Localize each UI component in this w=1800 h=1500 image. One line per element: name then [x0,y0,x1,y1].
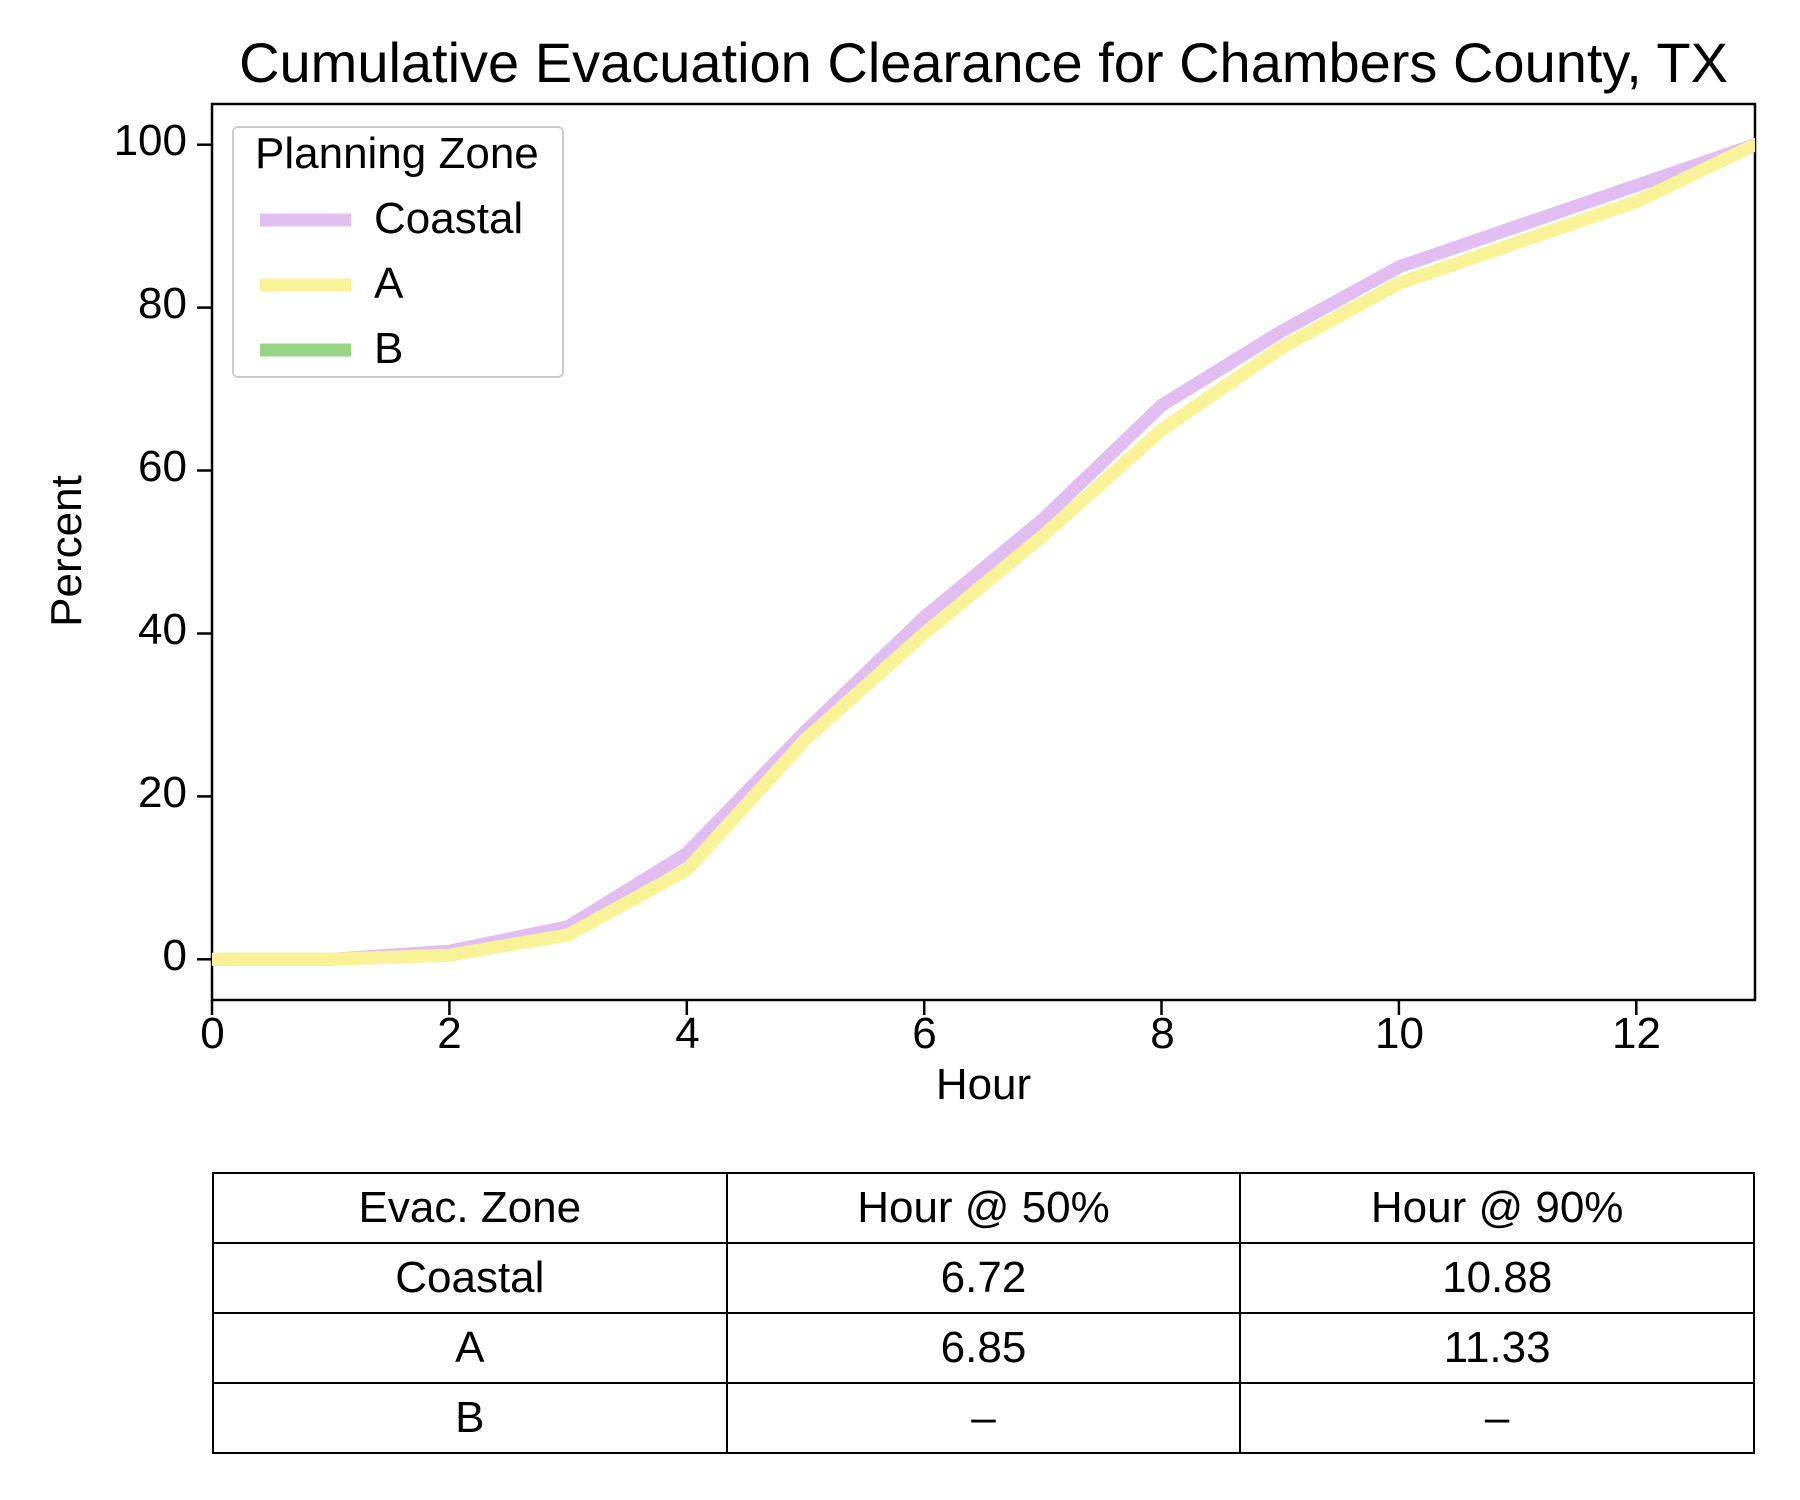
svg-text:Coastal: Coastal [374,194,523,243]
svg-text:B: B [374,324,403,373]
svg-text:Planning Zone: Planning Zone [255,129,539,178]
svg-text:A: A [374,259,404,308]
